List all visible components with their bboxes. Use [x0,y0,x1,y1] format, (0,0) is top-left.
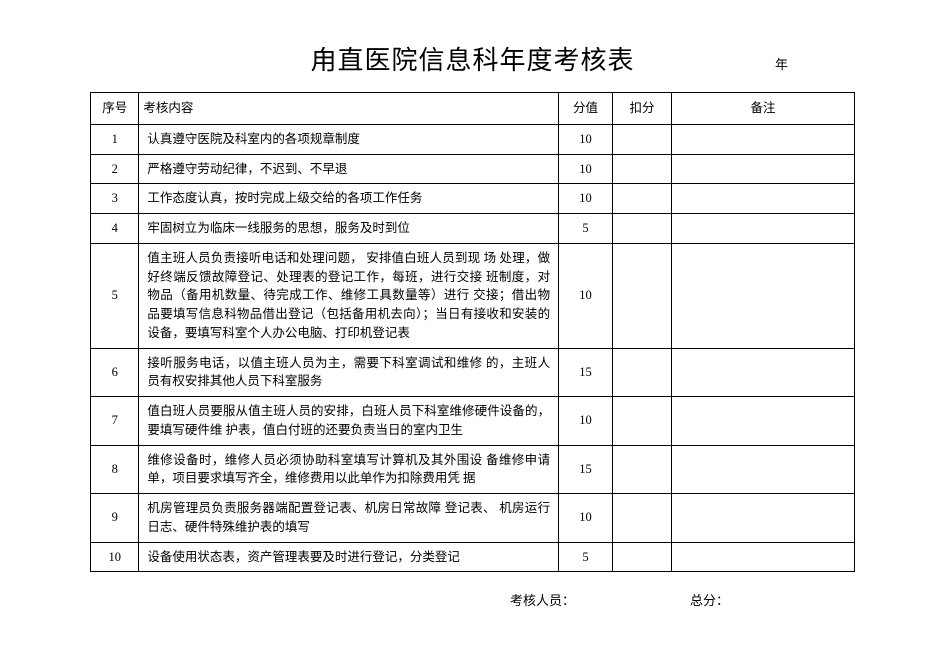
cell-score: 10 [559,243,613,348]
cell-deduct [612,397,671,446]
cell-score: 15 [559,445,613,494]
cell-deduct [612,243,671,348]
cell-deduct [612,124,671,154]
table-row: 2严格遵守劳动纪律，不迟到、不早退10 [91,154,855,184]
cell-score: 5 [559,214,613,244]
cell-score: 10 [559,154,613,184]
cell-remark [672,214,855,244]
cell-remark [672,124,855,154]
cell-content: 机房管理员负责服务器端配置登记表、机房日常故障 登记表、 机房运行日志、硬件特殊… [139,494,559,543]
assessment-table: 序号 考核内容 分值 扣分 备注 1认真遵守医院及科室内的各项规章制度102严格… [90,92,855,572]
cell-seq: 3 [91,184,139,214]
cell-content: 设备使用状态表，资产管理表要及时进行登记，分类登记 [139,542,559,572]
table-row: 10设备使用状态表，资产管理表要及时进行登记，分类登记5 [91,542,855,572]
document-title: 甪直医院信息科年度考核表 [90,40,775,77]
assessor-label: 考核人员： [510,590,690,609]
cell-content: 严格遵守劳动纪律，不迟到、不早退 [139,154,559,184]
total-label: 总分： [690,590,810,609]
cell-content: 维修设备时，维修人员必须协助科室填写计算机及其外围设 备维修申请单，项目要求填写… [139,445,559,494]
cell-content: 牢固树立为临床一线服务的思想，服务及时到位 [139,214,559,244]
table-row: 3工作态度认真，按时完成上级交给的各项工作任务10 [91,184,855,214]
table-row: 7值白班人员要服从值主班人员的安排，白班人员下科室维修硬件设备的，要填写硬件维 … [91,397,855,446]
cell-remark [672,154,855,184]
cell-score: 10 [559,124,613,154]
header-deduct: 扣分 [612,93,671,125]
cell-remark [672,542,855,572]
cell-seq: 4 [91,214,139,244]
cell-seq: 2 [91,154,139,184]
cell-seq: 9 [91,494,139,543]
cell-seq: 6 [91,348,139,397]
cell-deduct [612,542,671,572]
cell-score: 10 [559,397,613,446]
cell-seq: 7 [91,397,139,446]
cell-deduct [612,184,671,214]
table-row: 1认真遵守医院及科室内的各项规章制度10 [91,124,855,154]
cell-content: 值主班人员负责接听电话和处理问题， 安排值白班人员到现 场 处理，做好终端反馈故… [139,243,559,348]
footer-row: 考核人员： 总分： [90,590,855,609]
title-row: 甪直医院信息科年度考核表 年 [90,40,855,77]
cell-seq: 1 [91,124,139,154]
cell-deduct [612,445,671,494]
cell-content: 值白班人员要服从值主班人员的安排，白班人员下科室维修硬件设备的，要填写硬件维 护… [139,397,559,446]
table-row: 4牢固树立为临床一线服务的思想，服务及时到位5 [91,214,855,244]
cell-content: 接听服务电话，以值主班人员为主，需要下科室调试和维修 的，主班人员有权安排其他人… [139,348,559,397]
cell-remark [672,494,855,543]
cell-deduct [612,214,671,244]
cell-score: 5 [559,542,613,572]
table-row: 8维修设备时，维修人员必须协助科室填写计算机及其外围设 备维修申请单，项目要求填… [91,445,855,494]
cell-deduct [612,494,671,543]
header-content: 考核内容 [139,93,559,125]
header-score: 分值 [559,93,613,125]
table-row: 6接听服务电话，以值主班人员为主，需要下科室调试和维修 的，主班人员有权安排其他… [91,348,855,397]
table-row: 9机房管理员负责服务器端配置登记表、机房日常故障 登记表、 机房运行日志、硬件特… [91,494,855,543]
cell-seq: 5 [91,243,139,348]
header-remark: 备注 [672,93,855,125]
cell-seq: 8 [91,445,139,494]
cell-deduct [612,348,671,397]
header-seq: 序号 [91,93,139,125]
cell-remark [672,184,855,214]
cell-score: 10 [559,184,613,214]
table-row: 5值主班人员负责接听电话和处理问题， 安排值白班人员到现 场 处理，做好终端反馈… [91,243,855,348]
cell-content: 工作态度认真，按时完成上级交给的各项工作任务 [139,184,559,214]
cell-score: 10 [559,494,613,543]
cell-remark [672,243,855,348]
year-label: 年 [775,54,855,77]
cell-score: 15 [559,348,613,397]
cell-remark [672,397,855,446]
cell-remark [672,348,855,397]
cell-seq: 10 [91,542,139,572]
cell-remark [672,445,855,494]
table-header-row: 序号 考核内容 分值 扣分 备注 [91,93,855,125]
cell-content: 认真遵守医院及科室内的各项规章制度 [139,124,559,154]
cell-deduct [612,154,671,184]
